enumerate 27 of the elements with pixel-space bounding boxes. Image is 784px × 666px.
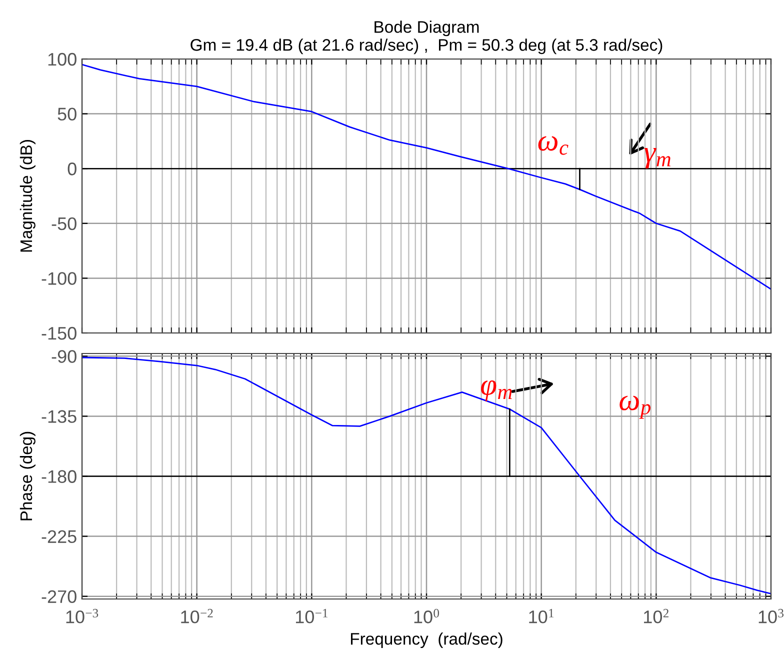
y-tick-label: 50 xyxy=(58,108,76,121)
y-tick-label: -100 xyxy=(42,272,76,285)
x-tick-label: 10$^{3}$ xyxy=(758,608,784,624)
x-tick-label: 10$^{2}$ xyxy=(644,608,668,624)
y-axis-title: Magnitude (dB) xyxy=(20,140,36,252)
y-tick-label: 100 xyxy=(48,52,76,66)
chart-subtitle: Gm = 19.4 dB (at 21.6 rad/sec) , Pm = 50.3 deg (at 5.3 rad/sec) xyxy=(190,38,662,54)
y-tick-label: -270 xyxy=(42,590,76,604)
y-tick-label: -50 xyxy=(52,217,76,230)
y-tick-label: -150 xyxy=(42,326,76,340)
x-axis-title: Frequency (rad/sec) xyxy=(350,632,502,648)
y-tick-label: -135 xyxy=(42,410,76,423)
y-tick-label: -225 xyxy=(42,530,76,544)
annotation: φ$_{m}$ xyxy=(481,380,512,402)
x-tick-label: 10$^{−1}$ xyxy=(296,608,328,624)
annotation: ω$_{c}$ xyxy=(538,136,568,155)
x-tick-label: 10$^{−3}$ xyxy=(66,608,98,624)
y-tick-label: -90 xyxy=(52,350,76,363)
y-axis-title: Phase (deg) xyxy=(20,432,36,520)
y-tick-label: 0 xyxy=(68,162,76,176)
annotation: γ$_{m}$ xyxy=(644,148,670,169)
x-tick-label: 10$^{1}$ xyxy=(529,608,554,624)
y-tick-label: -180 xyxy=(42,470,76,483)
chart-title: Bode Diagram xyxy=(374,20,479,36)
x-tick-label: 10$^{0}$ xyxy=(414,608,440,624)
x-tick-label: 10$^{−2}$ xyxy=(181,608,213,624)
annotation: ω$_{p}$ xyxy=(620,396,650,419)
